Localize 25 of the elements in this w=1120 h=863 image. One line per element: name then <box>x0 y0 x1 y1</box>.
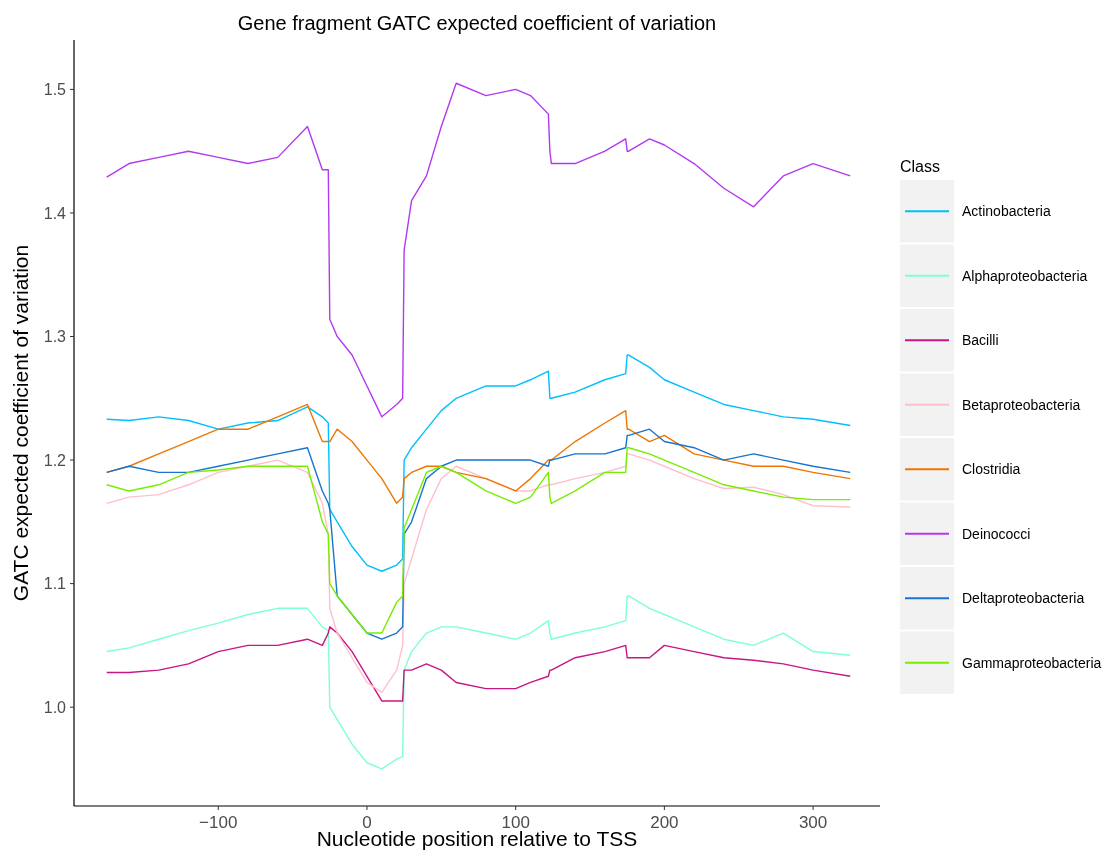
chart-title: Gene fragment GATC expected coefficient of variation <box>237 12 717 34</box>
legend-title: Class <box>900 158 941 175</box>
y-tick-label: 1.3 <box>43 328 67 346</box>
legend-label: Deltaproteobacteria <box>962 590 1085 607</box>
line-series <box>106 82 851 418</box>
y-tick-label: 1.4 <box>43 204 67 222</box>
line-series <box>106 354 851 572</box>
legend-label: Actinobacteria <box>962 203 1051 220</box>
line-series <box>106 595 851 770</box>
y-tick-label: 1.1 <box>43 575 67 593</box>
x-tick-label: 200 <box>650 813 679 832</box>
line-series <box>106 626 851 702</box>
legend-label: Bacilli <box>962 332 999 349</box>
y-tick-label: 1.5 <box>43 81 67 99</box>
y-tick-label: 1.0 <box>43 698 67 716</box>
legend-label: Clostridia <box>962 461 1021 478</box>
y-axis-title: GATC expected coefficient of variation <box>9 244 32 602</box>
y-tick-label: 1.2 <box>43 451 67 469</box>
legend-label: Betaproteobacteria <box>962 396 1081 413</box>
x-tick-label: 300 <box>798 813 828 832</box>
legend-label: Deinococci <box>962 525 1031 542</box>
line-series <box>106 453 851 694</box>
legend-label: Alphaproteobacteria <box>962 267 1088 284</box>
x-tick-label: −100 <box>199 813 238 832</box>
legend-label: Gammaproteobacteria <box>962 654 1102 671</box>
